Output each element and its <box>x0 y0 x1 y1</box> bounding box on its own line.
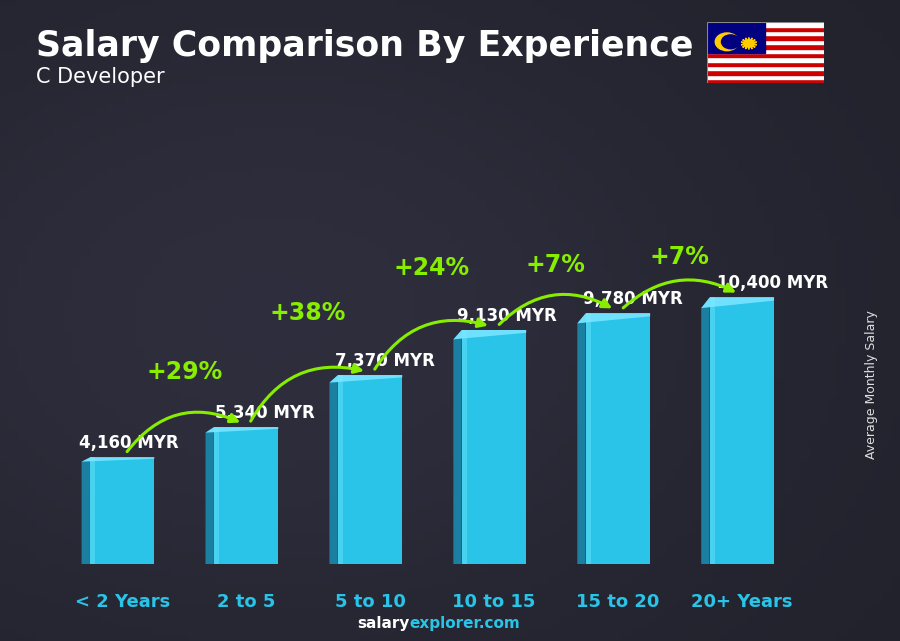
Circle shape <box>722 35 740 49</box>
Text: +7%: +7% <box>526 253 586 278</box>
Bar <box>706 31 824 35</box>
Text: 9,780 MYR: 9,780 MYR <box>583 290 683 308</box>
Bar <box>706 74 824 79</box>
Text: salary: salary <box>357 617 410 631</box>
Bar <box>90 458 95 564</box>
Bar <box>706 27 824 31</box>
Bar <box>214 427 278 564</box>
FancyArrowPatch shape <box>500 294 609 324</box>
Circle shape <box>716 33 739 51</box>
Polygon shape <box>205 427 278 433</box>
Bar <box>462 330 467 564</box>
Bar <box>586 313 590 564</box>
Text: 15 to 20: 15 to 20 <box>576 593 660 611</box>
Polygon shape <box>701 297 774 308</box>
Bar <box>706 53 824 57</box>
Bar <box>706 66 824 71</box>
FancyArrowPatch shape <box>251 365 361 421</box>
Polygon shape <box>577 313 650 323</box>
Polygon shape <box>741 37 757 49</box>
Bar <box>706 57 824 62</box>
Bar <box>706 71 824 74</box>
Text: 10 to 15: 10 to 15 <box>453 593 536 611</box>
Bar <box>214 427 219 564</box>
Text: 2 to 5: 2 to 5 <box>217 593 275 611</box>
Text: 4,160 MYR: 4,160 MYR <box>79 434 178 452</box>
Bar <box>709 297 774 564</box>
Text: 5 to 10: 5 to 10 <box>335 593 406 611</box>
Text: +29%: +29% <box>146 360 222 384</box>
FancyArrowPatch shape <box>374 319 485 369</box>
Bar <box>462 330 526 564</box>
Polygon shape <box>454 330 462 564</box>
Text: explorer.com: explorer.com <box>410 617 520 631</box>
Text: Average Monthly Salary: Average Monthly Salary <box>865 310 878 459</box>
Text: +24%: +24% <box>394 256 470 279</box>
FancyArrowPatch shape <box>127 412 238 452</box>
Text: 5,340 MYR: 5,340 MYR <box>215 404 315 422</box>
Bar <box>706 62 824 66</box>
Bar <box>706 35 824 40</box>
Text: +7%: +7% <box>650 245 710 269</box>
Polygon shape <box>82 458 90 564</box>
Polygon shape <box>454 330 526 339</box>
Bar <box>338 375 343 564</box>
Text: 7,370 MYR: 7,370 MYR <box>336 352 436 370</box>
Bar <box>706 49 824 53</box>
Bar <box>706 22 824 27</box>
Bar <box>706 79 824 83</box>
Polygon shape <box>205 427 214 564</box>
Bar <box>586 313 650 564</box>
Text: 10,400 MYR: 10,400 MYR <box>717 274 828 292</box>
Text: C Developer: C Developer <box>36 67 165 87</box>
FancyArrowPatch shape <box>623 280 734 308</box>
Bar <box>706 22 765 53</box>
Bar <box>90 458 155 564</box>
Text: +38%: +38% <box>270 301 346 325</box>
Polygon shape <box>329 375 402 383</box>
Polygon shape <box>577 313 586 564</box>
Text: 20+ Years: 20+ Years <box>691 593 793 611</box>
Polygon shape <box>329 375 338 564</box>
Polygon shape <box>701 297 709 564</box>
Bar <box>709 297 715 564</box>
Text: < 2 Years: < 2 Years <box>75 593 170 611</box>
Bar <box>706 40 824 44</box>
Bar <box>706 44 824 49</box>
Polygon shape <box>82 458 155 462</box>
Text: 9,130 MYR: 9,130 MYR <box>457 306 556 324</box>
Bar <box>338 375 402 564</box>
Text: Salary Comparison By Experience: Salary Comparison By Experience <box>36 29 693 63</box>
